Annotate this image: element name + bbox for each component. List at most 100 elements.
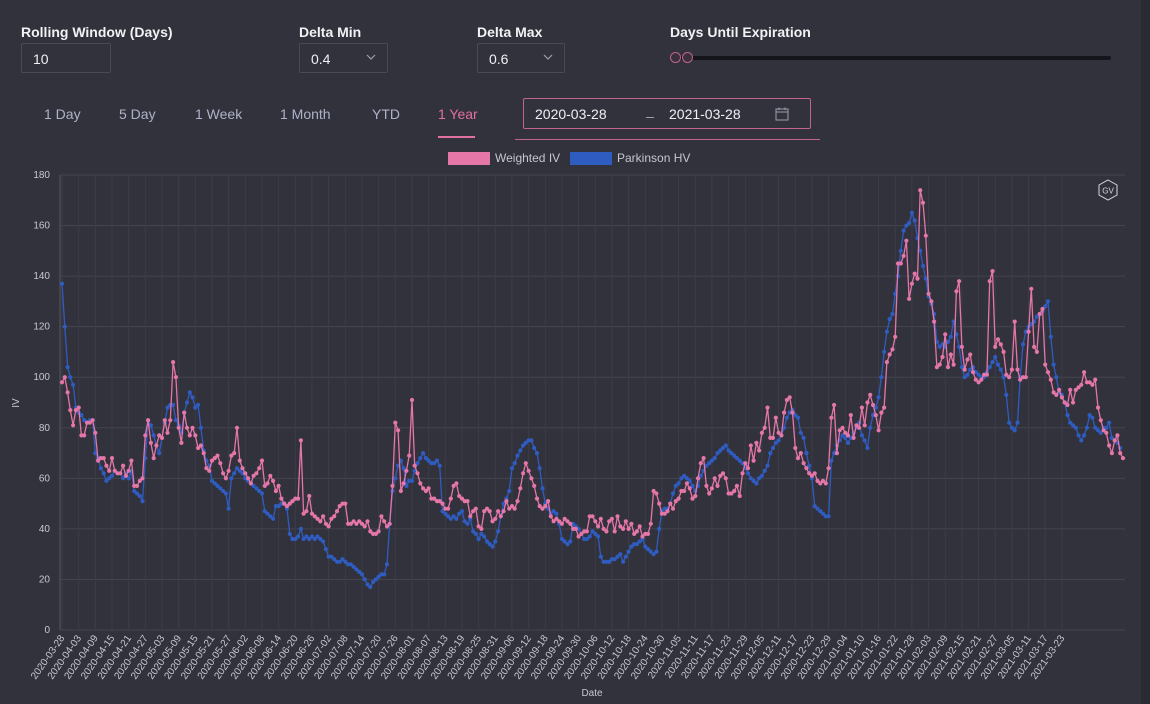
data-point	[926, 291, 931, 296]
data-point	[262, 483, 267, 488]
data-point	[198, 425, 203, 430]
data-point	[634, 542, 640, 547]
data-point	[1093, 425, 1098, 430]
date-range-picker[interactable]: 2020-03-28 2021-03-28	[523, 98, 811, 129]
data-point	[71, 423, 76, 428]
data-point	[271, 516, 276, 521]
y-tick-label: 80	[39, 423, 51, 434]
data-point	[229, 476, 234, 481]
data-point	[1101, 428, 1106, 433]
tab-ytd[interactable]: YTD	[372, 106, 400, 122]
data-point	[134, 483, 140, 488]
data-point	[359, 572, 365, 577]
y-axis-title: IV	[11, 398, 22, 408]
data-point	[959, 365, 965, 370]
data-point	[1068, 387, 1073, 392]
data-point	[201, 451, 206, 456]
data-point	[454, 481, 459, 486]
data-point	[1043, 362, 1048, 367]
data-point	[457, 493, 462, 499]
data-point	[390, 483, 395, 488]
data-point	[907, 296, 912, 301]
start-date-input[interactable]: 2020-03-28	[535, 106, 607, 122]
expiration-slider-track[interactable]	[676, 56, 1111, 60]
data-point	[562, 539, 567, 544]
data-point	[726, 448, 731, 453]
data-point	[826, 514, 831, 519]
data-point	[1062, 400, 1067, 405]
data-point	[1070, 423, 1076, 428]
data-point	[96, 458, 101, 463]
data-point	[757, 476, 762, 481]
data-point	[962, 375, 967, 380]
rolling-window-label: Rolling Window (Days)	[21, 24, 173, 40]
tab-5-day[interactable]: 5 Day	[119, 106, 156, 122]
data-point	[68, 408, 73, 413]
data-point	[98, 466, 103, 471]
end-date-input[interactable]: 2021-03-28	[669, 106, 741, 122]
data-point	[465, 521, 470, 526]
slider-handle-max[interactable]	[682, 52, 693, 63]
calendar-icon[interactable]	[775, 107, 789, 121]
data-point	[748, 476, 753, 481]
tab-1-month[interactable]: 1 Month	[280, 106, 331, 122]
data-point	[132, 488, 137, 494]
data-point	[234, 466, 240, 471]
data-point	[101, 471, 106, 476]
slider-handle-min[interactable]	[670, 52, 681, 63]
rolling-window-input[interactable]: 10	[21, 43, 111, 73]
data-point	[704, 483, 709, 488]
data-point	[1001, 349, 1006, 354]
data-point	[832, 402, 837, 408]
data-point	[321, 514, 326, 519]
tab-1-day[interactable]: 1 Day	[44, 106, 81, 122]
data-point	[90, 418, 95, 423]
data-point	[751, 458, 756, 463]
data-point	[384, 524, 390, 529]
data-point	[1112, 438, 1117, 443]
data-point	[298, 438, 303, 443]
data-point	[496, 529, 501, 534]
data-point	[873, 413, 878, 418]
data-point	[887, 352, 892, 357]
tab-1-week[interactable]: 1 Week	[195, 106, 243, 122]
data-point	[365, 519, 370, 524]
data-point	[62, 324, 67, 329]
data-point	[396, 428, 401, 433]
data-point	[907, 220, 912, 226]
data-point	[759, 473, 765, 478]
data-point	[712, 476, 717, 481]
data-point	[232, 451, 237, 456]
data-point	[376, 574, 381, 579]
data-point	[818, 509, 823, 514]
data-point	[534, 496, 540, 501]
data-point	[612, 529, 617, 534]
data-point	[484, 539, 490, 544]
data-point	[193, 433, 198, 438]
data-point	[593, 531, 598, 536]
data-point	[368, 584, 373, 590]
data-point	[957, 279, 962, 284]
data-point	[282, 501, 287, 506]
data-point	[1048, 334, 1053, 339]
data-point	[859, 433, 865, 438]
delta-max-select[interactable]: 0.6	[477, 43, 565, 73]
data-point	[618, 524, 623, 529]
data-point	[929, 299, 934, 304]
data-point	[490, 519, 495, 524]
data-point	[1023, 375, 1028, 380]
data-point	[504, 499, 509, 504]
x-axis-ticks: 2020-03-282020-04-032020-04-092020-04-15…	[29, 633, 1067, 682]
tab-1-year[interactable]: 1 Year	[438, 106, 478, 122]
data-point	[1084, 425, 1089, 430]
data-point	[479, 531, 484, 536]
data-point	[423, 456, 428, 461]
data-point	[232, 471, 237, 476]
data-point	[879, 375, 884, 380]
data-point	[643, 544, 648, 549]
delta-min-select[interactable]: 0.4	[299, 43, 388, 73]
data-point	[521, 443, 526, 448]
data-point	[932, 319, 937, 324]
data-point	[751, 478, 756, 483]
data-point	[93, 451, 98, 456]
